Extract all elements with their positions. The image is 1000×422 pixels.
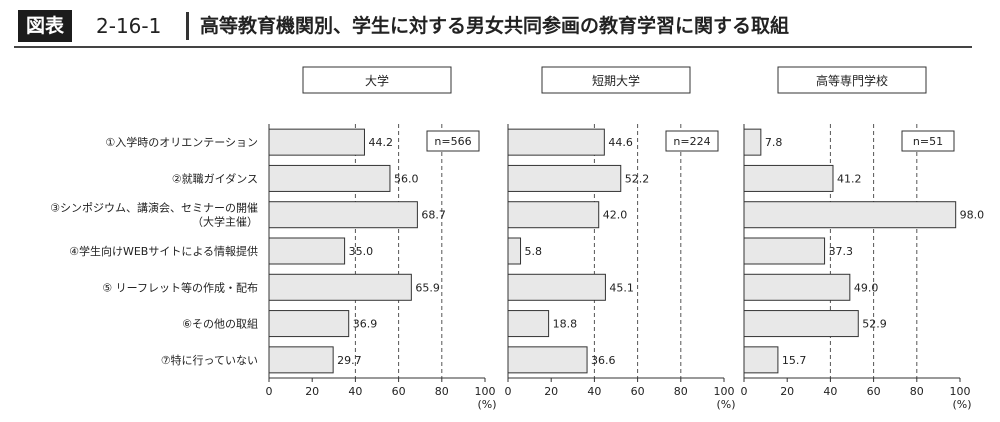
x-tick-label: 40 [823, 385, 837, 398]
bar-value-label: 42.0 [603, 209, 628, 222]
panel-title: 高等専門学校 [816, 73, 888, 88]
figure-badge: 図表 [18, 10, 73, 42]
bar [743, 273, 851, 301]
x-unit-label: (%) [716, 398, 735, 411]
bar [507, 164, 622, 192]
figure-header: 図表 2-16-1 高等教育機関別、学生に対する男女共同参画の教育学習に関する取… [14, 10, 986, 46]
category-label-line: ③シンポジウム、講演会、セミナーの開催 [50, 201, 258, 215]
bar [507, 310, 550, 338]
x-tick-label: 0 [741, 385, 748, 398]
category-label: ②就職ガイダンス [172, 171, 258, 185]
x-unit-label: (%) [477, 398, 496, 411]
bar [268, 237, 346, 265]
bar-value-label: 52.9 [862, 318, 887, 331]
figure-number: 2-16-1 [96, 14, 162, 38]
n-label: n=224 [673, 135, 710, 148]
x-tick-label: 60 [392, 385, 406, 398]
bar-value-label: 36.9 [353, 318, 378, 331]
bar [507, 346, 588, 374]
bar [268, 164, 391, 192]
category-label-line: ⑤ リーフレット等の作成・配布 [102, 280, 258, 294]
bar-value-label: 52.2 [625, 172, 650, 185]
bar [743, 237, 826, 265]
bar-value-label: 41.2 [837, 172, 862, 185]
x-tick-label: 100 [714, 385, 735, 398]
panel-title-box [541, 66, 691, 94]
bar [743, 310, 859, 338]
bar-value-label: 44.6 [608, 136, 633, 149]
n-label-box [901, 130, 955, 152]
bar-value-label: 18.8 [553, 318, 578, 331]
bar [507, 273, 606, 301]
n-label-box [665, 130, 719, 152]
x-tick-label: 80 [910, 385, 924, 398]
bar-value-label: 29.7 [337, 354, 362, 367]
panel-title: 短期大学 [592, 73, 640, 88]
x-tick-label: 0 [266, 385, 273, 398]
bar-value-label: 37.3 [829, 245, 854, 258]
x-tick-label: 40 [348, 385, 362, 398]
bar-value-label: 49.0 [854, 281, 879, 294]
category-label: ⑤ リーフレット等の作成・配布 [102, 280, 258, 294]
n-label: n=51 [913, 135, 943, 148]
bar [268, 310, 350, 338]
x-tick-label: 0 [505, 385, 512, 398]
x-tick-label: 40 [587, 385, 601, 398]
bar-value-label: 56.0 [394, 172, 419, 185]
bar [743, 128, 762, 156]
bar-value-label: 44.2 [368, 136, 393, 149]
figure-title: 高等教育機関別、学生に対する男女共同参画の教育学習に関する取組 [200, 15, 790, 37]
bar-value-label: 65.9 [415, 281, 440, 294]
bar [507, 237, 522, 265]
x-tick-label: 100 [475, 385, 496, 398]
category-label-line: ①入学時のオリエンテーション [105, 135, 258, 149]
category-label: ④学生向けWEBサイトによる情報提供 [69, 244, 258, 258]
x-tick-label: 80 [435, 385, 449, 398]
bar-value-label: 7.8 [765, 136, 783, 149]
n-label: n=566 [434, 135, 471, 148]
bar [507, 201, 600, 229]
category-label-line: （大学主催） [192, 215, 258, 229]
bar-value-label: 68.7 [421, 209, 446, 222]
header-rule [14, 46, 972, 48]
category-label-line: ⑦特に行っていない [161, 353, 258, 367]
n-label-box [426, 130, 480, 152]
panel-title-box [777, 66, 927, 94]
x-unit-label: (%) [952, 398, 971, 411]
bar [743, 346, 779, 374]
panel-title: 大学 [365, 73, 389, 88]
bar [743, 164, 834, 192]
bar-value-label: 98.0 [960, 209, 985, 222]
title-divider [186, 12, 189, 40]
x-tick-label: 100 [950, 385, 971, 398]
bar-value-label: 15.7 [782, 354, 807, 367]
x-tick-label: 60 [867, 385, 881, 398]
bar [507, 128, 605, 156]
bar-value-label: 35.0 [349, 245, 374, 258]
bar-value-label: 45.1 [609, 281, 634, 294]
x-tick-label: 80 [674, 385, 688, 398]
category-label-line: ④学生向けWEBサイトによる情報提供 [69, 244, 258, 258]
x-tick-label: 20 [780, 385, 794, 398]
x-tick-label: 60 [631, 385, 645, 398]
bar [268, 128, 365, 156]
bar [268, 273, 412, 301]
bar-value-label: 5.8 [525, 245, 543, 258]
bar-value-label: 36.6 [591, 354, 616, 367]
panel-title-box [302, 66, 452, 94]
category-label: ①入学時のオリエンテーション [105, 135, 258, 149]
bar [268, 346, 334, 374]
category-label: ⑥その他の取組 [182, 318, 258, 331]
bar [743, 201, 957, 229]
x-tick-label: 20 [544, 385, 558, 398]
category-label-line: ②就職ガイダンス [172, 171, 258, 185]
category-label: ⑦特に行っていない [161, 353, 258, 367]
category-label: ③シンポジウム、講演会、セミナーの開催（大学主催） [50, 201, 258, 229]
category-label-line: ⑥その他の取組 [182, 318, 258, 331]
bar [268, 201, 418, 229]
x-tick-label: 20 [305, 385, 319, 398]
